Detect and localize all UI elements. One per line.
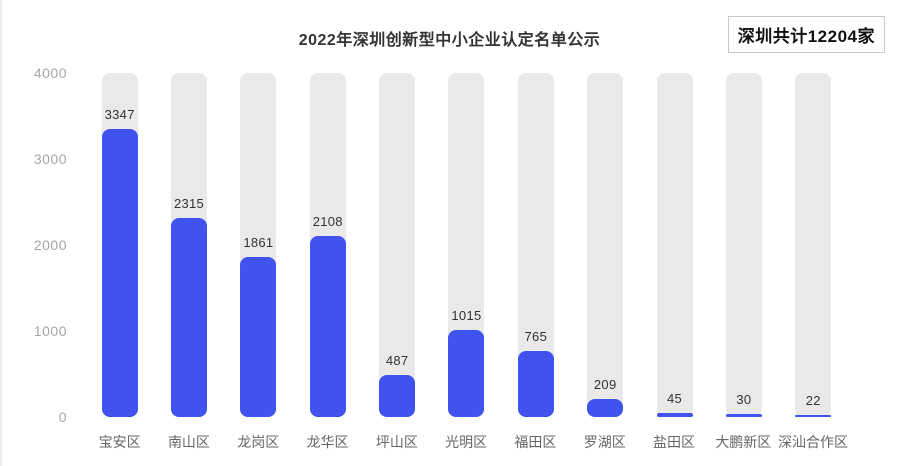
y-axis-tick-label: 1000	[33, 323, 67, 339]
bar-fill	[795, 415, 832, 417]
bar-track: 2315	[171, 73, 208, 417]
bar-fill	[587, 399, 624, 417]
y-axis-tick-label: 0	[58, 409, 67, 425]
bar-track: 45	[656, 73, 693, 417]
x-axis-category-label: 盐田区	[653, 434, 696, 450]
bar-track: 22	[795, 73, 832, 417]
x-axis-category-label: 大鹏新区	[715, 434, 772, 450]
bar-track: 30	[725, 73, 762, 417]
x-axis-category-label: 南山区	[167, 434, 210, 450]
bar-value-label: 3347	[104, 107, 135, 123]
bar-slot: 22	[779, 73, 848, 417]
bar-value-label: 1861	[243, 235, 274, 250]
y-axis: 0 1000 2000 3000 4000	[2, 0, 67, 466]
bar-value-label: 30	[736, 392, 752, 408]
bar-slot: 209	[571, 73, 640, 417]
bar-track: 1015	[448, 73, 485, 417]
bar-value-label: 487	[385, 353, 409, 369]
x-axis-category-label: 坪山区	[375, 434, 418, 450]
bar-slot: 2108	[293, 73, 362, 417]
plot-area: 3347 2315 1861 2108 487 1015 765 209 45 30 22	[85, 73, 848, 417]
bar-value-label: 209	[593, 377, 617, 392]
bar-slot: 765	[501, 73, 570, 417]
bar-value-label: 765	[524, 329, 548, 345]
y-axis-tick-label: 2000	[33, 237, 67, 253]
x-axis-category-label: 福田区	[514, 434, 557, 450]
bar-slot: 1861	[224, 73, 293, 417]
bar-fill	[656, 413, 693, 417]
bar-fill	[309, 235, 346, 417]
bar-slot: 487	[362, 73, 431, 417]
x-axis-category-label: 龙华区	[306, 434, 349, 450]
x-axis-category-label: 深汕合作区	[777, 434, 848, 450]
bar-fill	[448, 329, 485, 417]
bar-fill	[379, 375, 416, 417]
y-axis-tick-label: 4000	[33, 65, 67, 81]
bar-slot: 2315	[154, 73, 223, 417]
bar-slot: 30	[709, 73, 778, 417]
bar-value-label: 1015	[451, 307, 482, 323]
total-count-badge: 深圳共计12204家	[727, 16, 885, 53]
bar-slot: 3347	[85, 73, 154, 417]
y-axis-tick-label: 3000	[33, 151, 67, 167]
bar-track: 765	[517, 73, 554, 417]
bar-fill	[101, 129, 138, 417]
bar-fill	[517, 351, 554, 417]
x-axis: 宝安区 南山区 龙岗区 龙华区 坪山区 光明区 福田区 罗湖区 盐田区 大鹏新区 深汕合作区	[85, 432, 848, 452]
x-axis-category-label: 光明区	[445, 434, 488, 450]
chart-title: 2022年深圳创新型中小企业认定名单公示	[298, 32, 601, 49]
x-axis-category-label: 罗湖区	[583, 434, 626, 450]
bar-track: 209	[587, 73, 624, 417]
bar-track: 3347	[101, 73, 138, 417]
bar-value-label: 2108	[312, 213, 343, 229]
bar-track: 1861	[240, 73, 277, 417]
bar-slot: 1015	[432, 73, 501, 417]
bar-value-label: 45	[667, 391, 683, 407]
bar-fill	[240, 257, 277, 417]
x-axis-category-label: 宝安区	[98, 434, 141, 450]
bar-value-label: 22	[805, 393, 821, 409]
x-axis-category-label: 龙岗区	[237, 434, 280, 450]
bar-slot: 45	[640, 73, 709, 417]
bar-fill	[725, 414, 762, 417]
bar-fill	[171, 217, 208, 417]
bar-track: 2108	[309, 73, 346, 417]
bar-track: 487	[379, 73, 416, 417]
bar-value-label: 2315	[173, 195, 205, 211]
